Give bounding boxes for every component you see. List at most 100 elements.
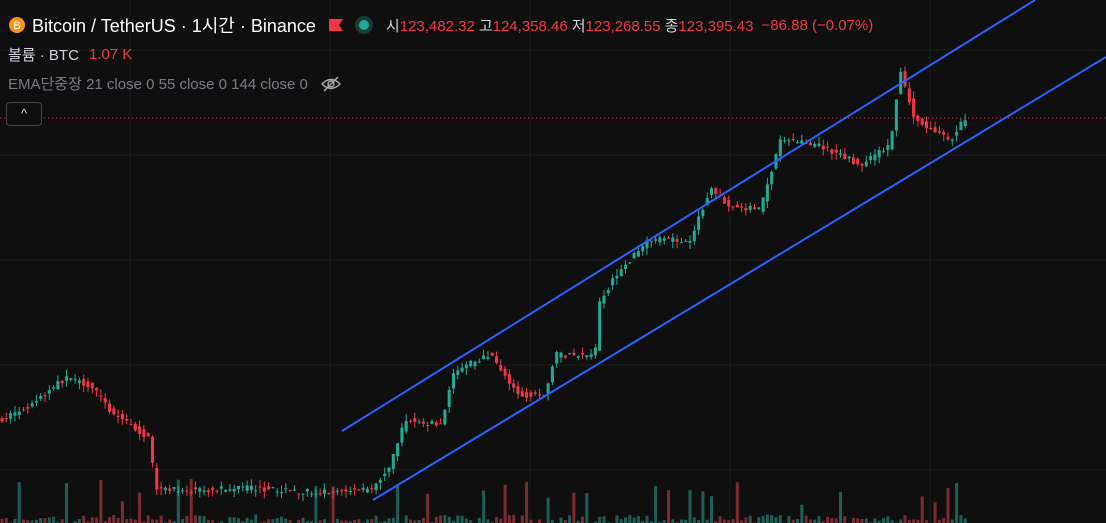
hide-icon[interactable] [320, 75, 342, 93]
volume-bar [185, 515, 189, 523]
candle [404, 421, 408, 432]
indicator-label: EMA단중장 21 close 0 55 close 0 144 close 0 [8, 76, 308, 93]
volume-legend: 볼륨 · BTC 1.07 K [8, 44, 132, 65]
ohlc-key: 시 [385, 17, 400, 35]
volume-bar [56, 521, 60, 523]
candle [30, 403, 34, 407]
volume-bar [108, 517, 111, 523]
volume-bar [778, 515, 782, 523]
collapse-button[interactable]: ^ [6, 102, 42, 126]
volume-bar [17, 482, 21, 523]
candle [753, 207, 756, 210]
candle [314, 493, 318, 495]
volume-bar [142, 521, 146, 523]
volume-bar [129, 518, 133, 523]
candle [662, 238, 666, 241]
symbol: Bitcoin / TetherUS · 1시간 · Binance [32, 16, 316, 36]
volume-bar [955, 482, 959, 523]
volume-bar [262, 521, 266, 523]
candle [318, 493, 322, 495]
volume-bar [99, 480, 103, 523]
candle [477, 361, 481, 363]
candle [873, 154, 877, 161]
candle [512, 383, 516, 388]
volume-bar [366, 519, 369, 523]
volume-bar [95, 517, 99, 523]
volume-bar [645, 515, 649, 523]
volume-bar [73, 521, 77, 523]
volume-bar [426, 493, 430, 523]
volume-bar [903, 515, 907, 523]
volume-bar [925, 520, 928, 523]
candle [821, 145, 825, 150]
candle [692, 230, 696, 242]
volume-bar [404, 515, 408, 523]
volume-bar [843, 516, 847, 523]
volume-bar [280, 516, 283, 523]
candle [292, 489, 296, 491]
candle [469, 360, 473, 367]
candle [658, 237, 662, 243]
candle [447, 389, 451, 407]
candle [146, 432, 150, 437]
candle [735, 204, 739, 208]
volume-bar [920, 496, 924, 523]
candle [198, 488, 202, 492]
candle [748, 205, 752, 210]
volume-bar [275, 518, 279, 523]
volume-bar [39, 518, 43, 523]
channel-upper [341, 0, 1036, 432]
volume-bar [933, 502, 937, 523]
candle [770, 171, 774, 185]
volume-bar [241, 521, 245, 523]
volume-bar [770, 515, 774, 523]
volume-bar [950, 519, 954, 523]
candle [808, 142, 812, 146]
volume-bar [581, 516, 584, 523]
volume-bar [740, 520, 744, 523]
volume-bar [159, 515, 163, 523]
volume-bar [563, 520, 567, 523]
volume-bar [507, 515, 511, 523]
volume-bar [675, 521, 679, 523]
candle [280, 492, 283, 494]
volume-bar [305, 521, 309, 523]
candle [228, 489, 232, 491]
volume-bar [718, 516, 722, 523]
volume-bar [679, 519, 683, 523]
candle [409, 420, 412, 422]
candle [305, 488, 309, 492]
candle [765, 184, 769, 202]
volume-bar [546, 497, 550, 523]
volume-bar [155, 519, 159, 523]
volume-bar [649, 520, 653, 523]
candle [830, 149, 834, 154]
volume-bar [344, 520, 348, 523]
volume-bar [353, 519, 357, 523]
volume-bar [82, 515, 86, 523]
candle [340, 490, 344, 492]
candle [688, 240, 692, 243]
volume-bar [959, 515, 963, 523]
volume-bar [77, 519, 81, 523]
candle [731, 206, 735, 208]
candle [206, 490, 210, 492]
volume-bar [641, 520, 645, 523]
volume-bar [834, 518, 838, 523]
candle [421, 421, 425, 424]
candle [632, 252, 636, 259]
volume-bar [860, 519, 864, 523]
candle [116, 415, 120, 417]
volume-bar [331, 486, 335, 523]
candle [22, 409, 25, 411]
candle [202, 490, 206, 492]
volume-bar [396, 484, 400, 523]
candle [275, 491, 279, 493]
volume-bar [357, 519, 361, 523]
volume-bar [211, 520, 215, 523]
volume-bar [103, 521, 107, 523]
volume-bar [60, 519, 64, 523]
volume-bar [65, 483, 68, 523]
ohlc-value: 123,482.32 [399, 17, 475, 35]
candle [645, 240, 649, 249]
